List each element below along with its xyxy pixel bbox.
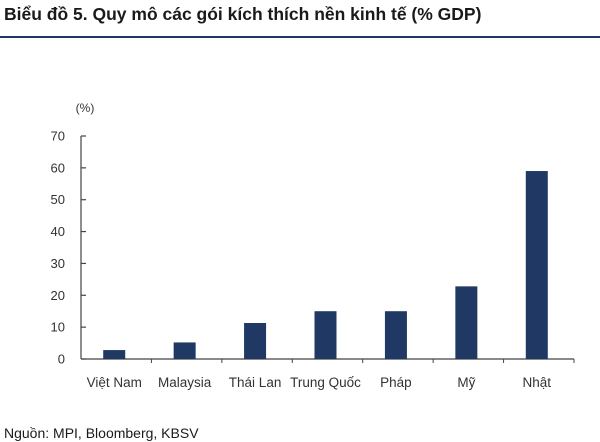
y-tick-label: 0	[58, 352, 65, 367]
x-tick-label: Mỹ	[457, 375, 475, 390]
x-tick-label: Pháp	[380, 375, 412, 390]
title-divider	[0, 36, 600, 38]
y-tick-label: 20	[51, 288, 65, 303]
x-tick-label: Nhật	[523, 375, 552, 390]
bar	[455, 286, 478, 359]
bar	[314, 311, 337, 359]
bar	[384, 311, 407, 359]
source-note: Nguồn: MPI, Bloomberg, KBSV	[4, 425, 199, 441]
y-tick-label: 30	[51, 256, 65, 271]
y-axis: 0 10 20 30 40 50 60 70	[51, 129, 574, 367]
bar-chart: (%) 0 10 20 30 40 50 60 70 Việt Nam Malaysia Thái…	[51, 101, 575, 390]
x-tick-label: Việt Nam	[87, 375, 142, 390]
bar	[244, 323, 267, 359]
y-tick-label: 40	[51, 224, 65, 239]
y-tick-label: 60	[51, 160, 65, 175]
y-tick-label: 70	[51, 129, 65, 144]
bar	[103, 350, 126, 359]
x-tick-label: Thái Lan	[229, 375, 282, 390]
y-axis-unit-label: (%)	[76, 101, 95, 115]
y-tick-label: 50	[51, 192, 65, 207]
bar	[525, 171, 548, 359]
x-axis-labels: Việt Nam Malaysia Thái Lan Trung Quốc Pháp Mỹ…	[87, 359, 575, 390]
x-tick-label: Malaysia	[158, 375, 212, 390]
y-tick-label: 10	[51, 320, 65, 335]
chart-title: Biểu đồ 5. Quy mô các gói kích thích nền…	[4, 4, 482, 24]
bar	[173, 342, 196, 359]
bars-group	[103, 171, 548, 359]
x-tick-label: Trung Quốc	[290, 375, 361, 390]
